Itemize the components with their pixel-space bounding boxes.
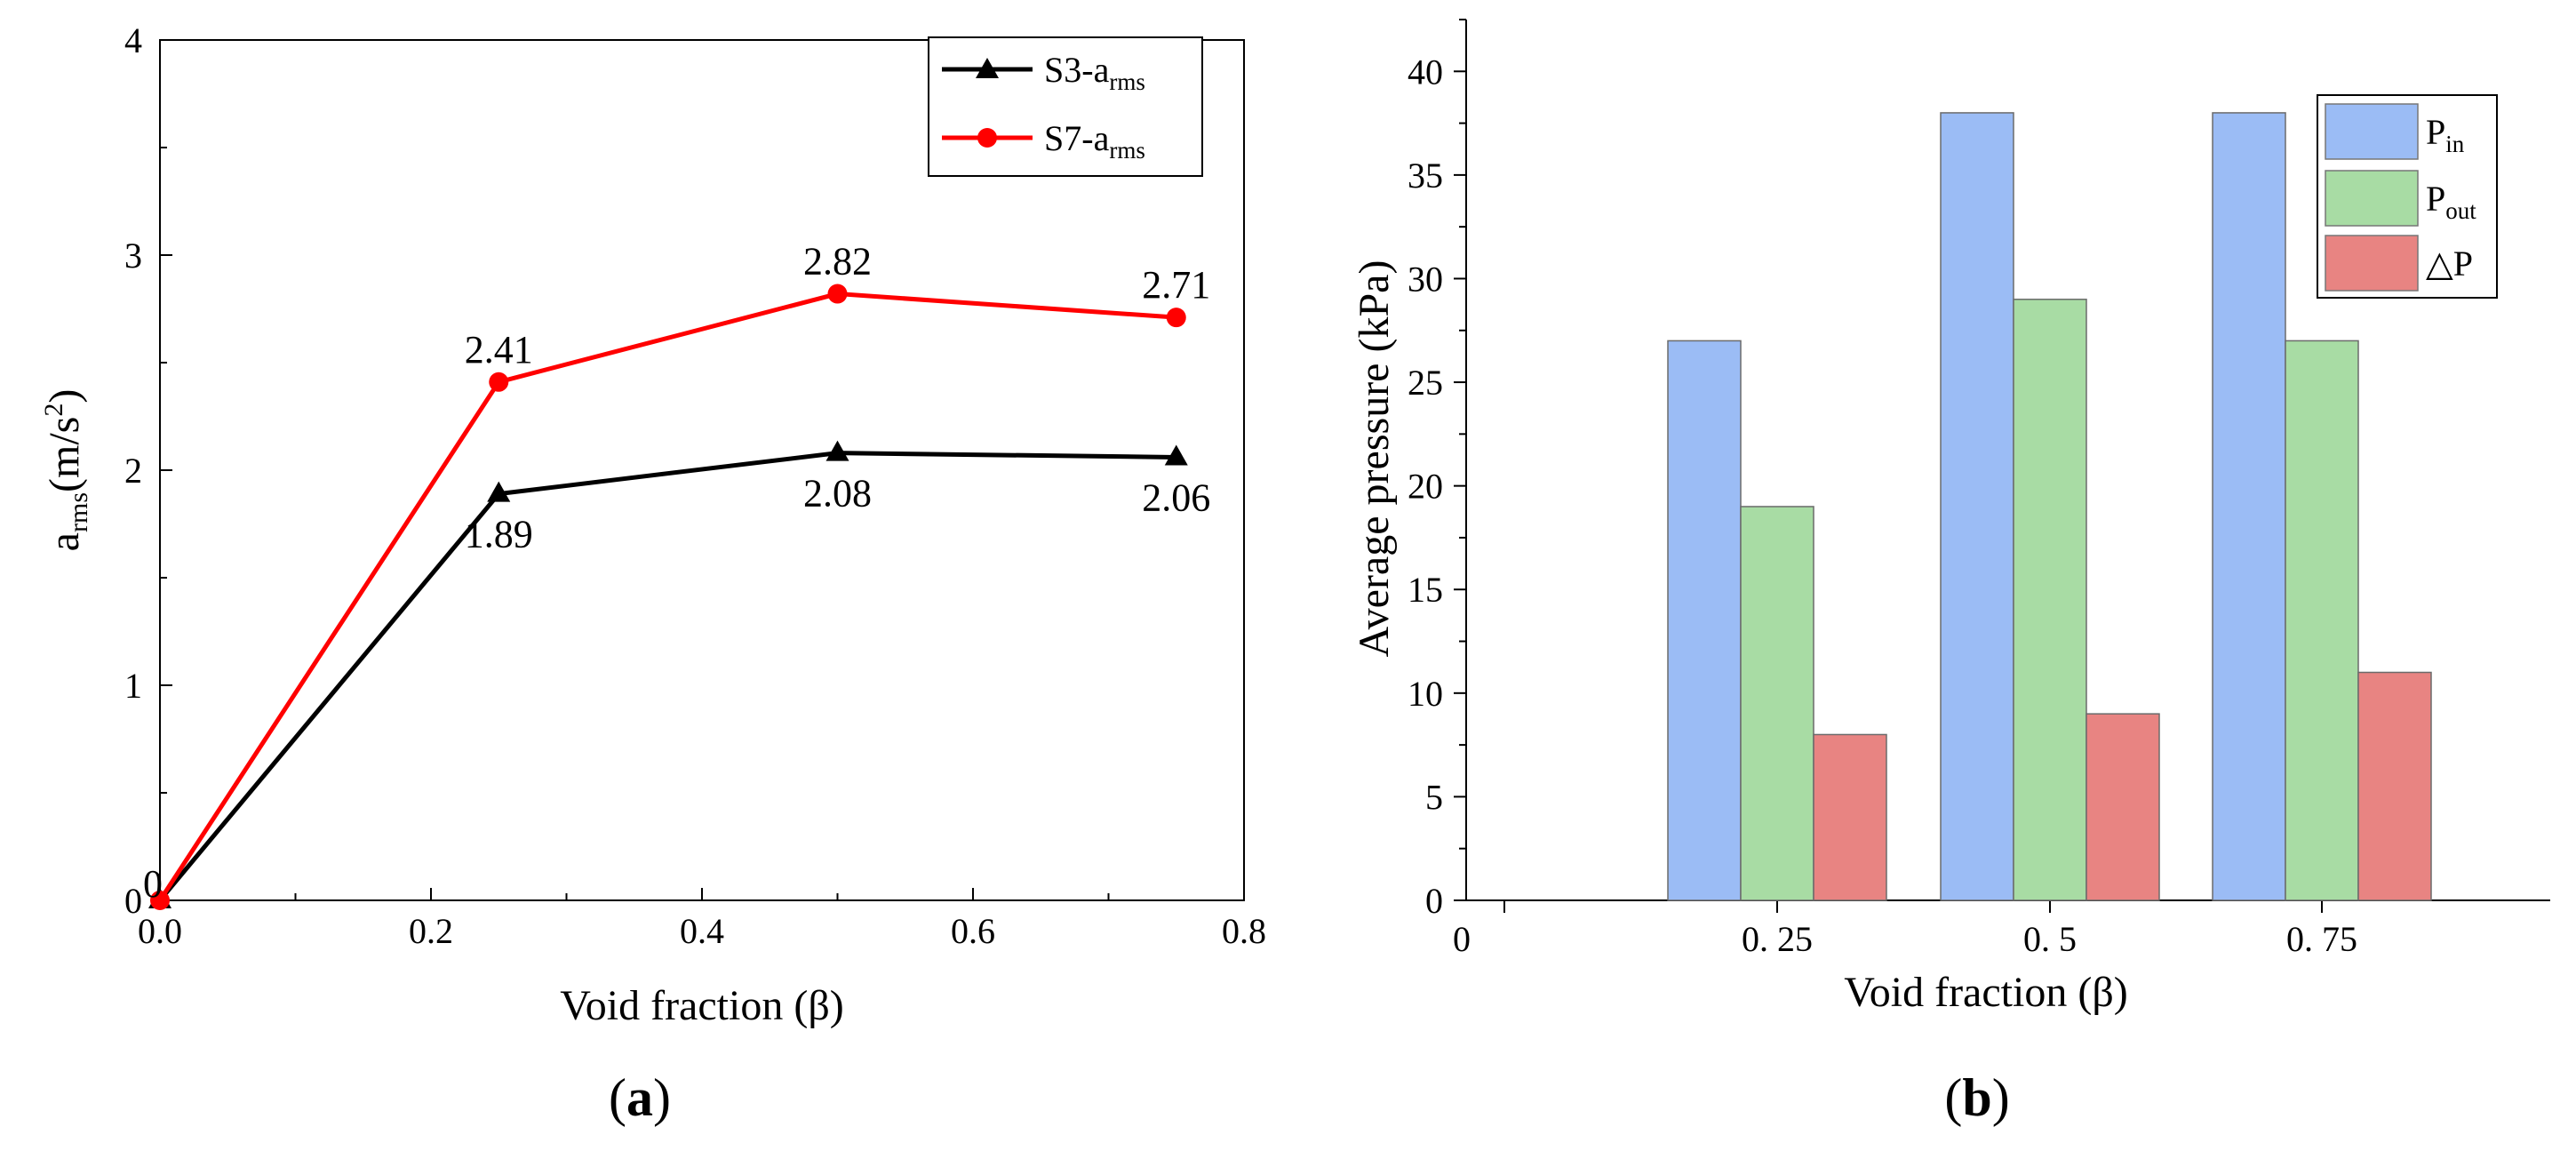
y-tick-label: 2 bbox=[124, 451, 142, 491]
x-tick-label: 0. 25 bbox=[1742, 919, 1813, 959]
panel-a-y-axis-title: arms(m/s2) bbox=[39, 389, 93, 552]
bar-pin-3 bbox=[2212, 112, 2286, 901]
bar-pin-2 bbox=[1940, 112, 2014, 901]
x-tick-label: 0.2 bbox=[409, 911, 453, 951]
legend-swatch-pin bbox=[2325, 103, 2419, 160]
x-tick-label: 0.0 bbox=[138, 911, 182, 951]
y-tick-label: 10 bbox=[1408, 674, 1443, 714]
panel-b-y-axis-title: Average pressure (kPa) bbox=[1351, 260, 1398, 658]
legend-label-pin: Pin bbox=[2426, 112, 2465, 157]
panel-a-y-axis: 0 1 2 3 4 bbox=[124, 20, 172, 921]
y-tick-label: 1 bbox=[124, 666, 142, 706]
x-tick-label: 0. 75 bbox=[2286, 919, 2357, 959]
bar-pout-1 bbox=[1740, 506, 1814, 901]
legend-swatch-dp bbox=[2325, 235, 2419, 292]
panel-b: 0 5 10 15 20 25 30 35 40 0. 25 0. 5 0. 75 0 Void f… bbox=[1351, 19, 2550, 1127]
x-tick-label: 0.6 bbox=[951, 911, 995, 951]
bar-dp-3 bbox=[2357, 671, 2432, 901]
bar-pout-2 bbox=[2013, 299, 2087, 901]
y-tick-label: 3 bbox=[124, 236, 142, 276]
panel-a-series bbox=[148, 284, 1188, 910]
data-label: 2.82 bbox=[803, 240, 872, 284]
y-tick-label: 35 bbox=[1408, 156, 1443, 196]
y-tick-label: 25 bbox=[1408, 363, 1443, 403]
panel-a-legend: S3-arms S7-arms bbox=[928, 36, 1203, 177]
legend-label-pout: Pout bbox=[2426, 179, 2476, 224]
y-tick-label: 30 bbox=[1408, 259, 1443, 299]
bar-pout-3 bbox=[2285, 340, 2359, 901]
data-label: 1.89 bbox=[465, 513, 533, 556]
legend-label-s3: S3-arms bbox=[1044, 50, 1145, 95]
y-tick-label: 40 bbox=[1408, 52, 1443, 92]
legend-label-dp: △P bbox=[2426, 244, 2473, 284]
bar-dp-1 bbox=[1813, 733, 1887, 901]
panel-a: 0.0 0.2 0.4 0.6 0.8 0 1 2 3 4 0 1.89 2.08 2.06 2.41 2… bbox=[39, 20, 1266, 1127]
legend-triangle-icon bbox=[976, 58, 999, 78]
data-point-triangle bbox=[487, 481, 511, 502]
panel-b-bars bbox=[1667, 112, 2432, 901]
data-point-triangle bbox=[1164, 444, 1188, 466]
panel-a-caption: (a) bbox=[609, 1068, 671, 1127]
legend-item-s3: S3-arms bbox=[942, 50, 1145, 95]
data-point-triangle bbox=[825, 440, 849, 461]
y-tick-label: 20 bbox=[1408, 467, 1443, 507]
x-tick-label: 0. 5 bbox=[2023, 919, 2077, 959]
data-point-circle bbox=[489, 372, 509, 392]
data-point-circle bbox=[150, 891, 170, 910]
panel-b-caption: (b) bbox=[1944, 1068, 2009, 1127]
panel-b-y-axis: 0 5 10 15 20 25 30 35 40 bbox=[1408, 19, 1466, 921]
legend-label-s7: S7-arms bbox=[1044, 118, 1145, 164]
x-tick-label: 0.8 bbox=[1222, 911, 1266, 951]
panel-a-legend-box bbox=[928, 36, 1203, 177]
legend-item-pout: Pout bbox=[2325, 170, 2476, 227]
y-tick-label: 0 bbox=[124, 881, 142, 921]
legend-item-pin: Pin bbox=[2325, 103, 2465, 160]
data-label: 2.71 bbox=[1142, 263, 1210, 307]
panel-a-data-labels: 0 1.89 2.08 2.06 2.41 2.82 2.71 bbox=[143, 240, 1210, 906]
legend-circle-icon bbox=[977, 128, 997, 148]
data-point-circle bbox=[827, 284, 848, 304]
legend-item-s7: S7-arms bbox=[942, 118, 1145, 164]
y-tick-label: 5 bbox=[1425, 777, 1443, 817]
legend-item-dp: △P bbox=[2325, 235, 2473, 292]
panel-a-x-axis: 0.0 0.2 0.4 0.6 0.8 bbox=[138, 888, 1266, 951]
bar-pin-1 bbox=[1667, 340, 1742, 901]
x-tick-label: 0.4 bbox=[680, 911, 724, 951]
legend-swatch-pout bbox=[2325, 170, 2419, 227]
y-tick-label: 4 bbox=[124, 20, 142, 60]
data-label: 0 bbox=[143, 862, 163, 906]
panel-b-x-axis-title: Void fraction (β) bbox=[1844, 969, 2127, 1016]
panel-b-x-axis: 0. 25 0. 5 0. 75 bbox=[1503, 900, 2357, 959]
data-label: 2.41 bbox=[465, 328, 533, 372]
y-tick-label: 0 bbox=[1425, 881, 1443, 921]
panel-b-x-origin-label: 0 bbox=[1453, 919, 1471, 959]
data-label: 2.08 bbox=[803, 472, 872, 516]
panel-b-legend: Pin Pout △P bbox=[2317, 94, 2498, 299]
data-label: 2.06 bbox=[1142, 476, 1210, 519]
data-point-circle bbox=[1166, 308, 1186, 328]
series-line-s7 bbox=[157, 292, 1176, 902]
bar-dp-2 bbox=[2086, 713, 2160, 901]
y-tick-label: 15 bbox=[1408, 570, 1443, 610]
panel-a-x-axis-title: Void fraction (β) bbox=[560, 982, 843, 1029]
series-line-s3 bbox=[158, 451, 1176, 902]
